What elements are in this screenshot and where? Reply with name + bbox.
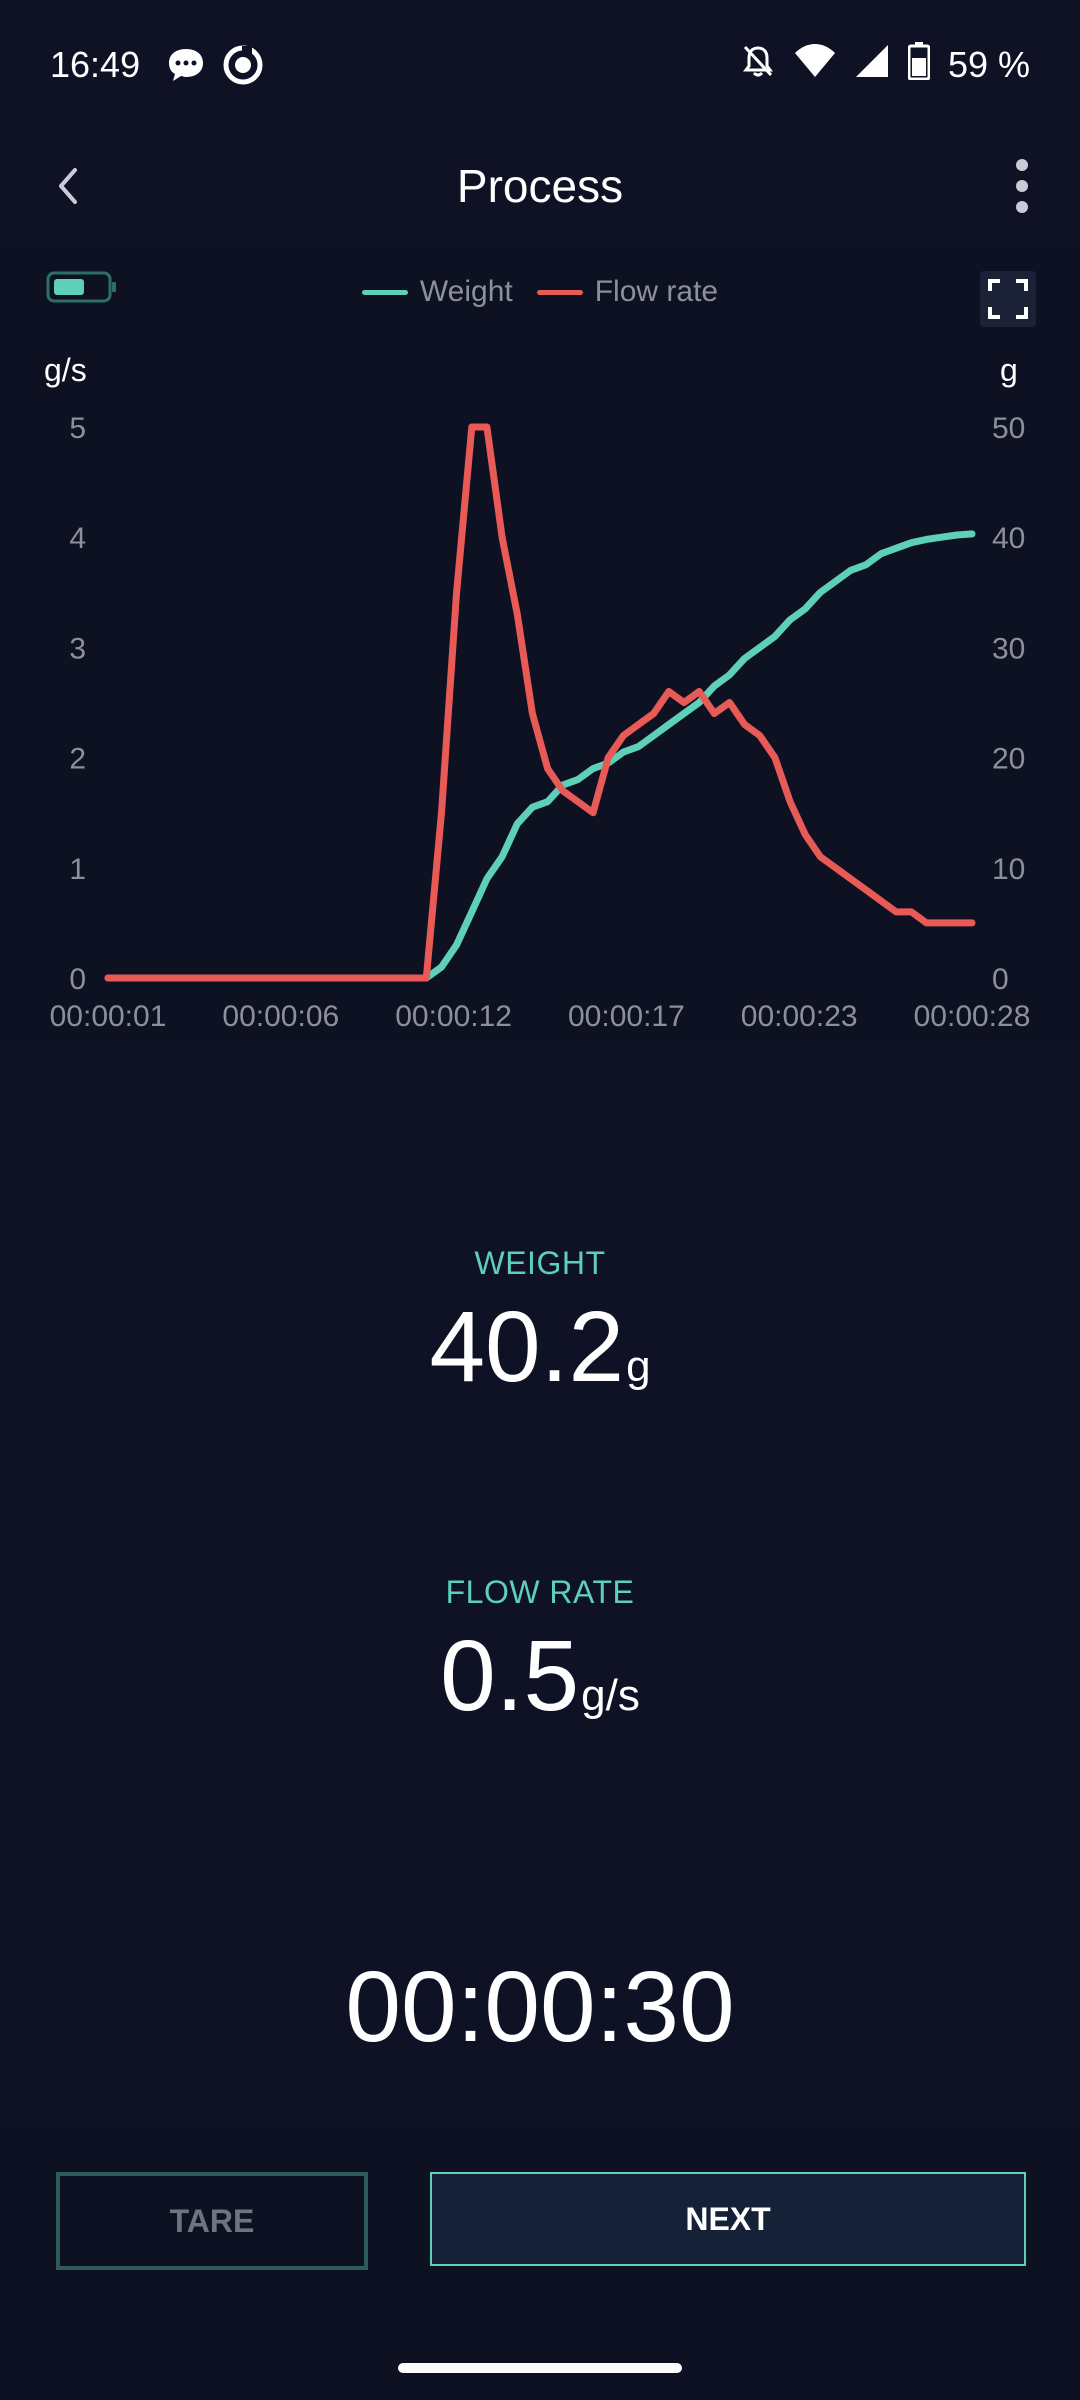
weight-metric: WEIGHT 40.2 g <box>0 1245 1080 1405</box>
x-tick-label: 00:00:12 <box>395 1000 512 1033</box>
flow-rate-unit: g/s <box>581 1671 640 1720</box>
y-right-tick-label: 20 <box>992 743 1025 776</box>
y-right-tick-label: 30 <box>992 632 1025 665</box>
flow-rate-metric: FLOW RATE 0.5 g/s <box>0 1574 1080 1734</box>
weight-value-row: 40.2 g <box>0 1290 1080 1405</box>
elapsed-timer: 00:00:30 <box>345 1951 735 2063</box>
x-tick-label: 00:00:17 <box>568 1000 685 1033</box>
more-options-button[interactable] <box>1002 156 1042 216</box>
legend-label-weight: Weight <box>419 275 513 308</box>
y-right-tick-label: 50 <box>992 412 1025 445</box>
flow-rate-series-line <box>104 423 976 982</box>
legend-item-weight[interactable]: Weight <box>361 275 513 309</box>
weight-series-line <box>104 530 976 982</box>
page-title: Process <box>456 160 624 212</box>
scale-battery-icon <box>46 270 118 309</box>
x-tick-label: 00:00:06 <box>222 1000 339 1033</box>
status-icons: 59 % <box>740 41 1030 89</box>
weight-value: 40.2 <box>429 1291 625 1403</box>
y-left-axis-title: g/s <box>44 352 87 388</box>
battery-percent: 59 % <box>947 44 1030 85</box>
process-chart: g/s g 0 1 2 3 4 5 0 10 20 30 40 50 00:00:01 00:00:0… <box>44 352 1031 1033</box>
x-tick-label: 00:00:23 <box>741 1000 858 1033</box>
y-right-tick-label: 10 <box>992 853 1025 886</box>
y-right-axis-title: g <box>1000 352 1018 388</box>
y-left-tick-label: 2 <box>69 743 86 776</box>
flow-rate-value-row: 0.5 g/s <box>0 1619 1080 1734</box>
next-button[interactable]: NEXT <box>430 2172 1026 2266</box>
status-bar: 16:49 59 % <box>0 0 1080 130</box>
app-notification-icon <box>222 44 264 86</box>
y-left-tick-label: 0 <box>69 963 86 996</box>
bottom-action-bar: TARE NEXT <box>0 2130 1080 2400</box>
battery-icon <box>907 41 931 89</box>
weight-unit: g <box>626 1342 651 1391</box>
legend-swatch-flow-rate <box>536 289 583 295</box>
chat-notification-icon <box>166 45 206 85</box>
weight-label: WEIGHT <box>474 1245 606 1281</box>
chart-legend: Weight Flow rate <box>0 275 1080 309</box>
fullscreen-button[interactable] <box>980 271 1036 327</box>
back-button[interactable] <box>38 156 98 216</box>
fullscreen-icon <box>988 279 1028 319</box>
legend-item-flow-rate[interactable]: Flow rate <box>536 275 719 309</box>
status-time: 16:49 <box>50 44 141 85</box>
x-tick-label: 00:00:28 <box>914 1000 1031 1033</box>
wifi-icon <box>794 43 836 88</box>
legend-label-flow-rate: Flow rate <box>594 275 719 308</box>
flow-rate-value: 0.5 <box>440 1620 580 1732</box>
y-right-tick-label: 0 <box>992 963 1009 996</box>
bell-off-icon <box>740 43 776 88</box>
signal-icon <box>854 43 890 88</box>
chart-panel: Weight Flow rate g/s g 0 1 2 3 4 5 0 10 20 30 40 5… <box>0 245 1080 1045</box>
y-left-tick-label: 1 <box>69 853 86 886</box>
home-indicator[interactable] <box>398 2363 682 2373</box>
y-left-tick-label: 5 <box>69 412 86 445</box>
x-tick-label: 00:00:01 <box>50 1000 167 1033</box>
legend-swatch-weight <box>361 289 408 295</box>
y-left-tick-label: 4 <box>69 522 86 555</box>
tare-button[interactable]: TARE <box>56 2172 368 2270</box>
chevron-left-icon <box>59 168 77 204</box>
y-right-tick-label: 40 <box>992 522 1025 555</box>
y-left-tick-label: 3 <box>69 632 86 665</box>
app-bar: Process <box>0 130 1080 242</box>
flow-rate-label: FLOW RATE <box>445 1574 635 1610</box>
more-vertical-icon <box>1016 159 1028 213</box>
